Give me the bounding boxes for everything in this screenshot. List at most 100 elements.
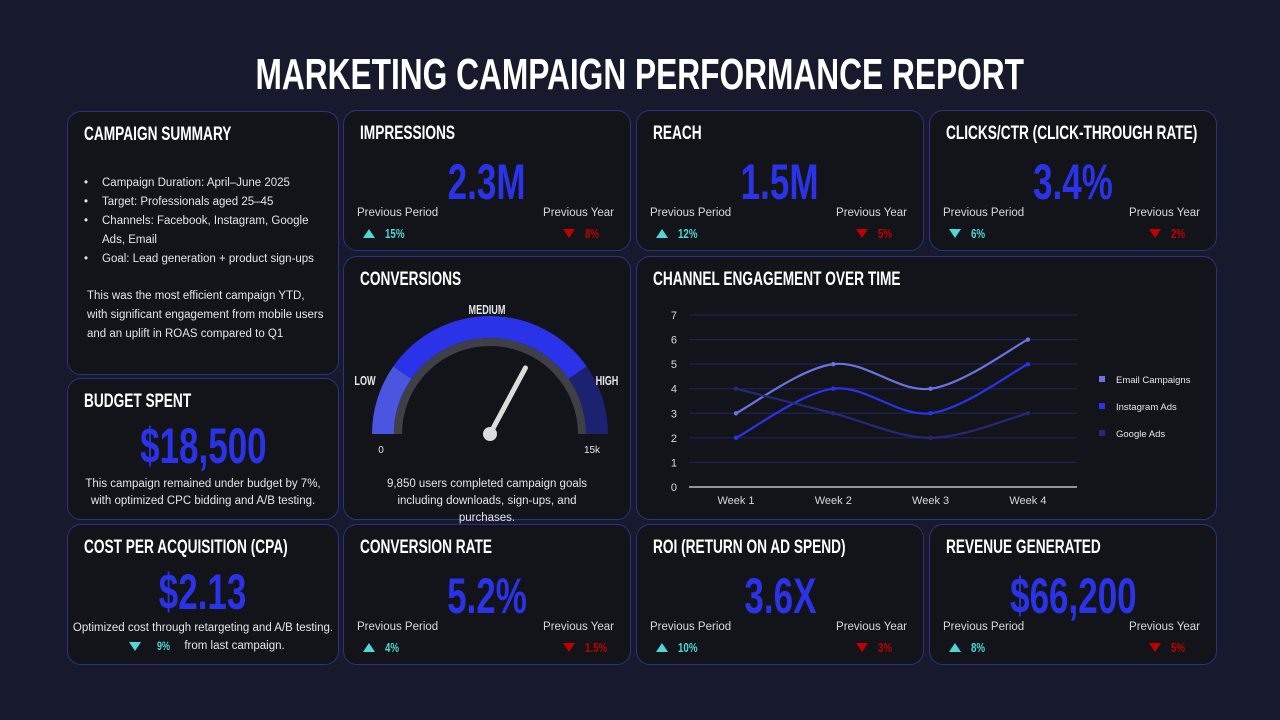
card-title: COST PER ACQUISITION (CPA)	[84, 537, 288, 558]
cpa-value: $2.13	[159, 564, 247, 620]
y-tick-label: 3	[671, 408, 677, 420]
list-item: Goal: Lead generation + product sign-ups	[84, 250, 324, 269]
gauge-min-label: 0	[378, 445, 384, 456]
previous-period-label: Previous Period	[650, 207, 732, 219]
data-point	[831, 411, 836, 416]
gauge-needle	[487, 365, 528, 437]
previous-year-label: Previous Year	[1129, 621, 1200, 633]
previous-year-change: 8%	[563, 226, 604, 241]
y-tick-label: 5	[671, 359, 677, 371]
conversions-note: 9,850 users completed campaign goals inc…	[386, 478, 588, 524]
series-line-google-ads	[735, 387, 1029, 439]
card-title: CONVERSIONS	[360, 269, 462, 290]
card-title: CLICKS/CTR (CLICK-THROUGH RATE)	[946, 123, 1198, 144]
reach-card: REACH 1.5M Previous Period Previous Year…	[636, 110, 924, 251]
list-item: Campaign Duration: April–June 2025	[84, 174, 324, 193]
y-tick-label: 2	[671, 433, 677, 445]
card-title: IMPRESSIONS	[360, 123, 456, 144]
data-point	[1025, 411, 1031, 416]
budget-note: This campaign remained under budget by 7…	[85, 478, 321, 507]
data-point	[733, 386, 739, 391]
card-title: ROI (RETURN ON AD SPEND)	[653, 537, 846, 558]
previous-period-change: 15%	[363, 226, 411, 241]
previous-period-label: Previous Period	[357, 621, 439, 633]
roi-card: ROI (RETURN ON AD SPEND) 3.6X Previous P…	[636, 524, 924, 665]
data-point	[1025, 361, 1031, 367]
legend-label: Google Ads	[1116, 429, 1165, 440]
impressions-card: IMPRESSIONS 2.3M Previous Period Previou…	[343, 110, 631, 251]
previous-period-label: Previous Period	[357, 207, 439, 219]
legend-swatch	[1099, 403, 1105, 409]
gauge-high-segment	[568, 366, 608, 434]
gauge-inner-track	[394, 338, 586, 435]
kpi-value: $66,200	[1009, 568, 1137, 624]
previous-year-label: Previous Year	[836, 207, 907, 219]
kpi-value: 1.5M	[741, 154, 819, 210]
legend-swatch	[1099, 376, 1105, 382]
down-arrow-icon	[1149, 643, 1161, 652]
campaign-summary-card: CAMPAIGN SUMMARY Campaign Duration: Apri…	[67, 111, 339, 375]
y-tick-label: 0	[671, 482, 677, 494]
conv-rate-card: CONVERSION RATE 5.2% Previous Period Pre…	[343, 524, 631, 665]
data-point	[733, 411, 739, 416]
y-tick-label: 6	[671, 335, 677, 347]
previous-period-change: 12%	[656, 226, 704, 241]
gauge-high-label: HIGH	[596, 375, 619, 389]
down-arrow-icon	[563, 643, 575, 652]
previous-year-label: Previous Year	[543, 621, 614, 633]
data-point	[928, 411, 933, 416]
card-title: REVENUE GENERATED	[946, 537, 1101, 558]
data-point	[928, 386, 933, 391]
cpa-card: COST PER ACQUISITION (CPA) $2.13 Optimiz…	[67, 524, 339, 665]
previous-period-label: Previous Period	[943, 621, 1025, 633]
list-item: Target: Professionals aged 25–45	[84, 193, 324, 212]
clicks-card: CLICKS/CTR (CLICK-THROUGH RATE) 3.4% Pre…	[929, 110, 1217, 251]
up-arrow-icon	[363, 643, 375, 652]
y-tick-label: 1	[671, 457, 677, 469]
previous-period-change: 4%	[363, 640, 404, 655]
kpi-value: 3.4%	[1033, 154, 1113, 210]
x-tick-label: Week 1	[717, 495, 754, 507]
down-arrow-icon	[1149, 229, 1161, 238]
cpa-note: Optimized cost through retargeting and A…	[72, 622, 334, 634]
revenue-card: REVENUE GENERATED $66,200 Previous Perio…	[929, 524, 1217, 665]
data-point	[1025, 337, 1031, 342]
previous-year-label: Previous Year	[543, 207, 614, 219]
previous-year-change: 1.5%	[563, 640, 615, 655]
legend-label: Instagram Ads	[1116, 402, 1177, 413]
gauge-low-label: LOW	[354, 375, 376, 389]
kpi-value: 2.3M	[448, 154, 526, 210]
previous-year-change: 5%	[1149, 640, 1190, 655]
data-point	[831, 361, 836, 367]
gauge-max-label: 15k	[584, 445, 601, 456]
series-line-email-campaigns	[735, 338, 1029, 415]
gauge-hub	[483, 427, 497, 441]
channel-engagement-card: CHANNEL ENGAGEMENT OVER TIME 0 1 2 3 4 5 6 7 Wee…	[636, 256, 1217, 520]
previous-year-change: 3%	[856, 640, 897, 655]
y-tick-label: 4	[671, 384, 677, 396]
gauge-medium-label: MEDIUM	[469, 304, 506, 318]
previous-year-change: 2%	[1149, 226, 1190, 241]
list-item: Channels: Facebook, Instagram, Google Ad…	[84, 212, 324, 250]
previous-period-label: Previous Period	[650, 621, 732, 633]
data-point	[733, 435, 739, 441]
cpa-change: 9% from last campaign.	[129, 639, 285, 653]
up-arrow-icon	[363, 229, 375, 238]
series-line-instagram-ads	[735, 363, 1029, 439]
card-title: CONVERSION RATE	[360, 537, 493, 558]
summary-note: This was the most efficient campaign YTD…	[87, 290, 324, 340]
down-arrow-icon	[949, 229, 961, 238]
channel-engagement-chart: 0 1 2 3 4 5 6 7 Week 1 Week 2 Week 3 Week 4 Email Ca…	[671, 310, 1191, 507]
legend-swatch	[1099, 430, 1105, 436]
x-tick-label: Week 3	[912, 495, 949, 507]
previous-period-change: 10%	[656, 640, 704, 655]
previous-year-label: Previous Year	[836, 621, 907, 633]
down-arrow-icon	[129, 641, 141, 651]
previous-period-change: 6%	[949, 226, 990, 241]
card-title: CHANNEL ENGAGEMENT OVER TIME	[653, 269, 901, 290]
kpi-value: 3.6X	[743, 568, 816, 624]
previous-period-label: Previous Period	[943, 207, 1025, 219]
card-title: REACH	[653, 123, 702, 144]
down-arrow-icon	[563, 229, 575, 238]
card-title: CAMPAIGN SUMMARY	[84, 124, 232, 145]
